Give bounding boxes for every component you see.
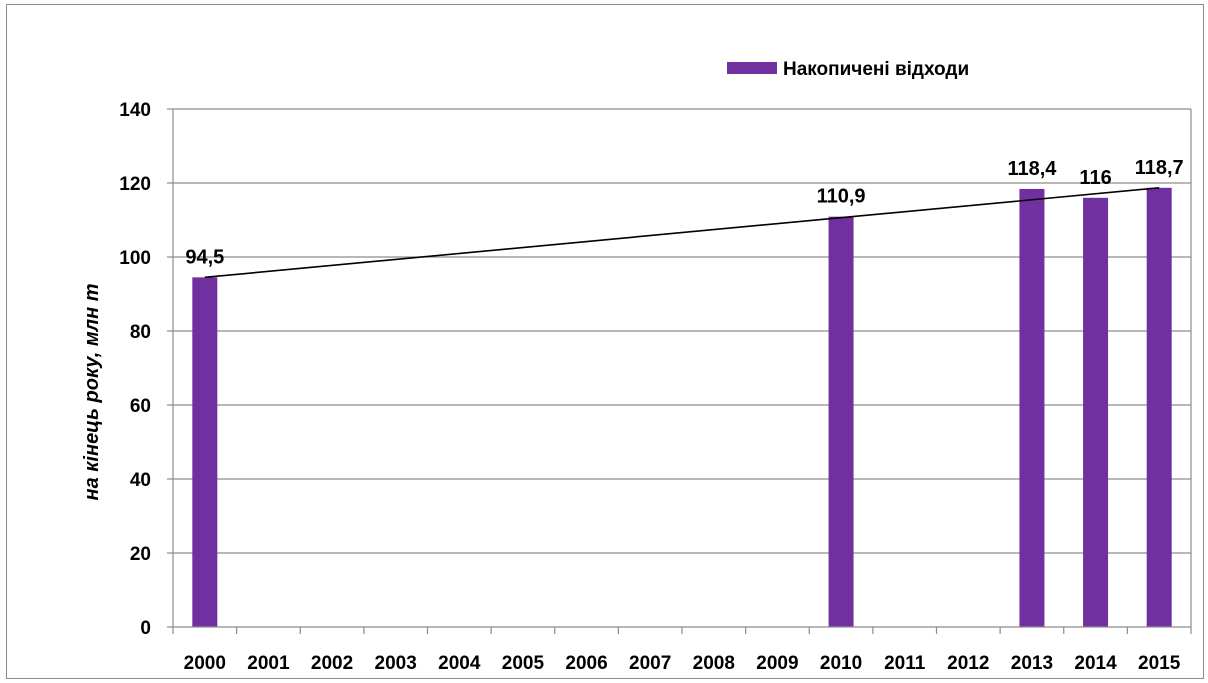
bar-2010 bbox=[828, 216, 854, 628]
data-label-2013: 118,4 bbox=[1007, 158, 1057, 180]
x-tick-label-2004: 2004 bbox=[438, 653, 481, 674]
x-tick-label-2008: 2008 bbox=[693, 653, 735, 674]
data-label-2014: 116 bbox=[1079, 167, 1111, 189]
trendline-linear bbox=[204, 187, 1160, 279]
bar-2013 bbox=[1019, 188, 1045, 628]
legend-swatch bbox=[727, 62, 777, 74]
legend: Накопичені відходи bbox=[727, 59, 969, 80]
y-tick-label-60: 60 bbox=[130, 396, 151, 417]
axes: 0 20 40 60 80 100 120 140 2000 2001 2002 2003 2004 20… bbox=[119, 100, 1192, 674]
x-tick-label-2000: 2000 bbox=[184, 653, 226, 674]
bar-2015 bbox=[1146, 187, 1172, 627]
x-tick-label-2010: 2010 bbox=[820, 653, 862, 674]
data-label-2000: 94,5 bbox=[185, 246, 224, 268]
x-tick-label-2013: 2013 bbox=[1011, 653, 1053, 674]
bar-2000 bbox=[192, 277, 218, 627]
x-tick-label-2015: 2015 bbox=[1138, 653, 1181, 674]
y-axis-label: на кінець року, млн т bbox=[81, 284, 103, 501]
x-tick-label-2006: 2006 bbox=[565, 653, 607, 674]
y-tick-label-40: 40 bbox=[130, 470, 151, 491]
x-tick-label-2003: 2003 bbox=[375, 653, 417, 674]
x-tick-label-2011: 2011 bbox=[884, 653, 926, 674]
bar-2014 bbox=[1083, 197, 1109, 628]
y-tick-label-140: 140 bbox=[119, 100, 151, 121]
y-tick-label-20: 20 bbox=[130, 544, 151, 565]
x-tick-label-2007: 2007 bbox=[629, 653, 671, 674]
data-label-2015: 118,7 bbox=[1135, 157, 1184, 179]
data-label-2010: 110,9 bbox=[817, 186, 866, 208]
legend-label: Накопичені відходи bbox=[783, 59, 969, 80]
x-tick-label-2009: 2009 bbox=[756, 653, 798, 674]
bars bbox=[192, 187, 1172, 628]
x-tick-label-2002: 2002 bbox=[311, 653, 353, 674]
x-tick-label-2001: 2001 bbox=[247, 653, 290, 674]
y-tick-label-120: 120 bbox=[119, 174, 151, 195]
y-tick-label-100: 100 bbox=[119, 248, 151, 269]
y-tick-label-80: 80 bbox=[130, 322, 151, 343]
data-labels: 94,5 110,9 118,4 116 118,7 bbox=[185, 157, 1183, 269]
y-tick-label-0: 0 bbox=[140, 618, 151, 639]
x-tick-label-2014: 2014 bbox=[1074, 653, 1117, 674]
x-tick-label-2005: 2005 bbox=[502, 653, 545, 674]
trendline bbox=[204, 187, 1160, 279]
x-tick-label-2012: 2012 bbox=[947, 653, 989, 674]
